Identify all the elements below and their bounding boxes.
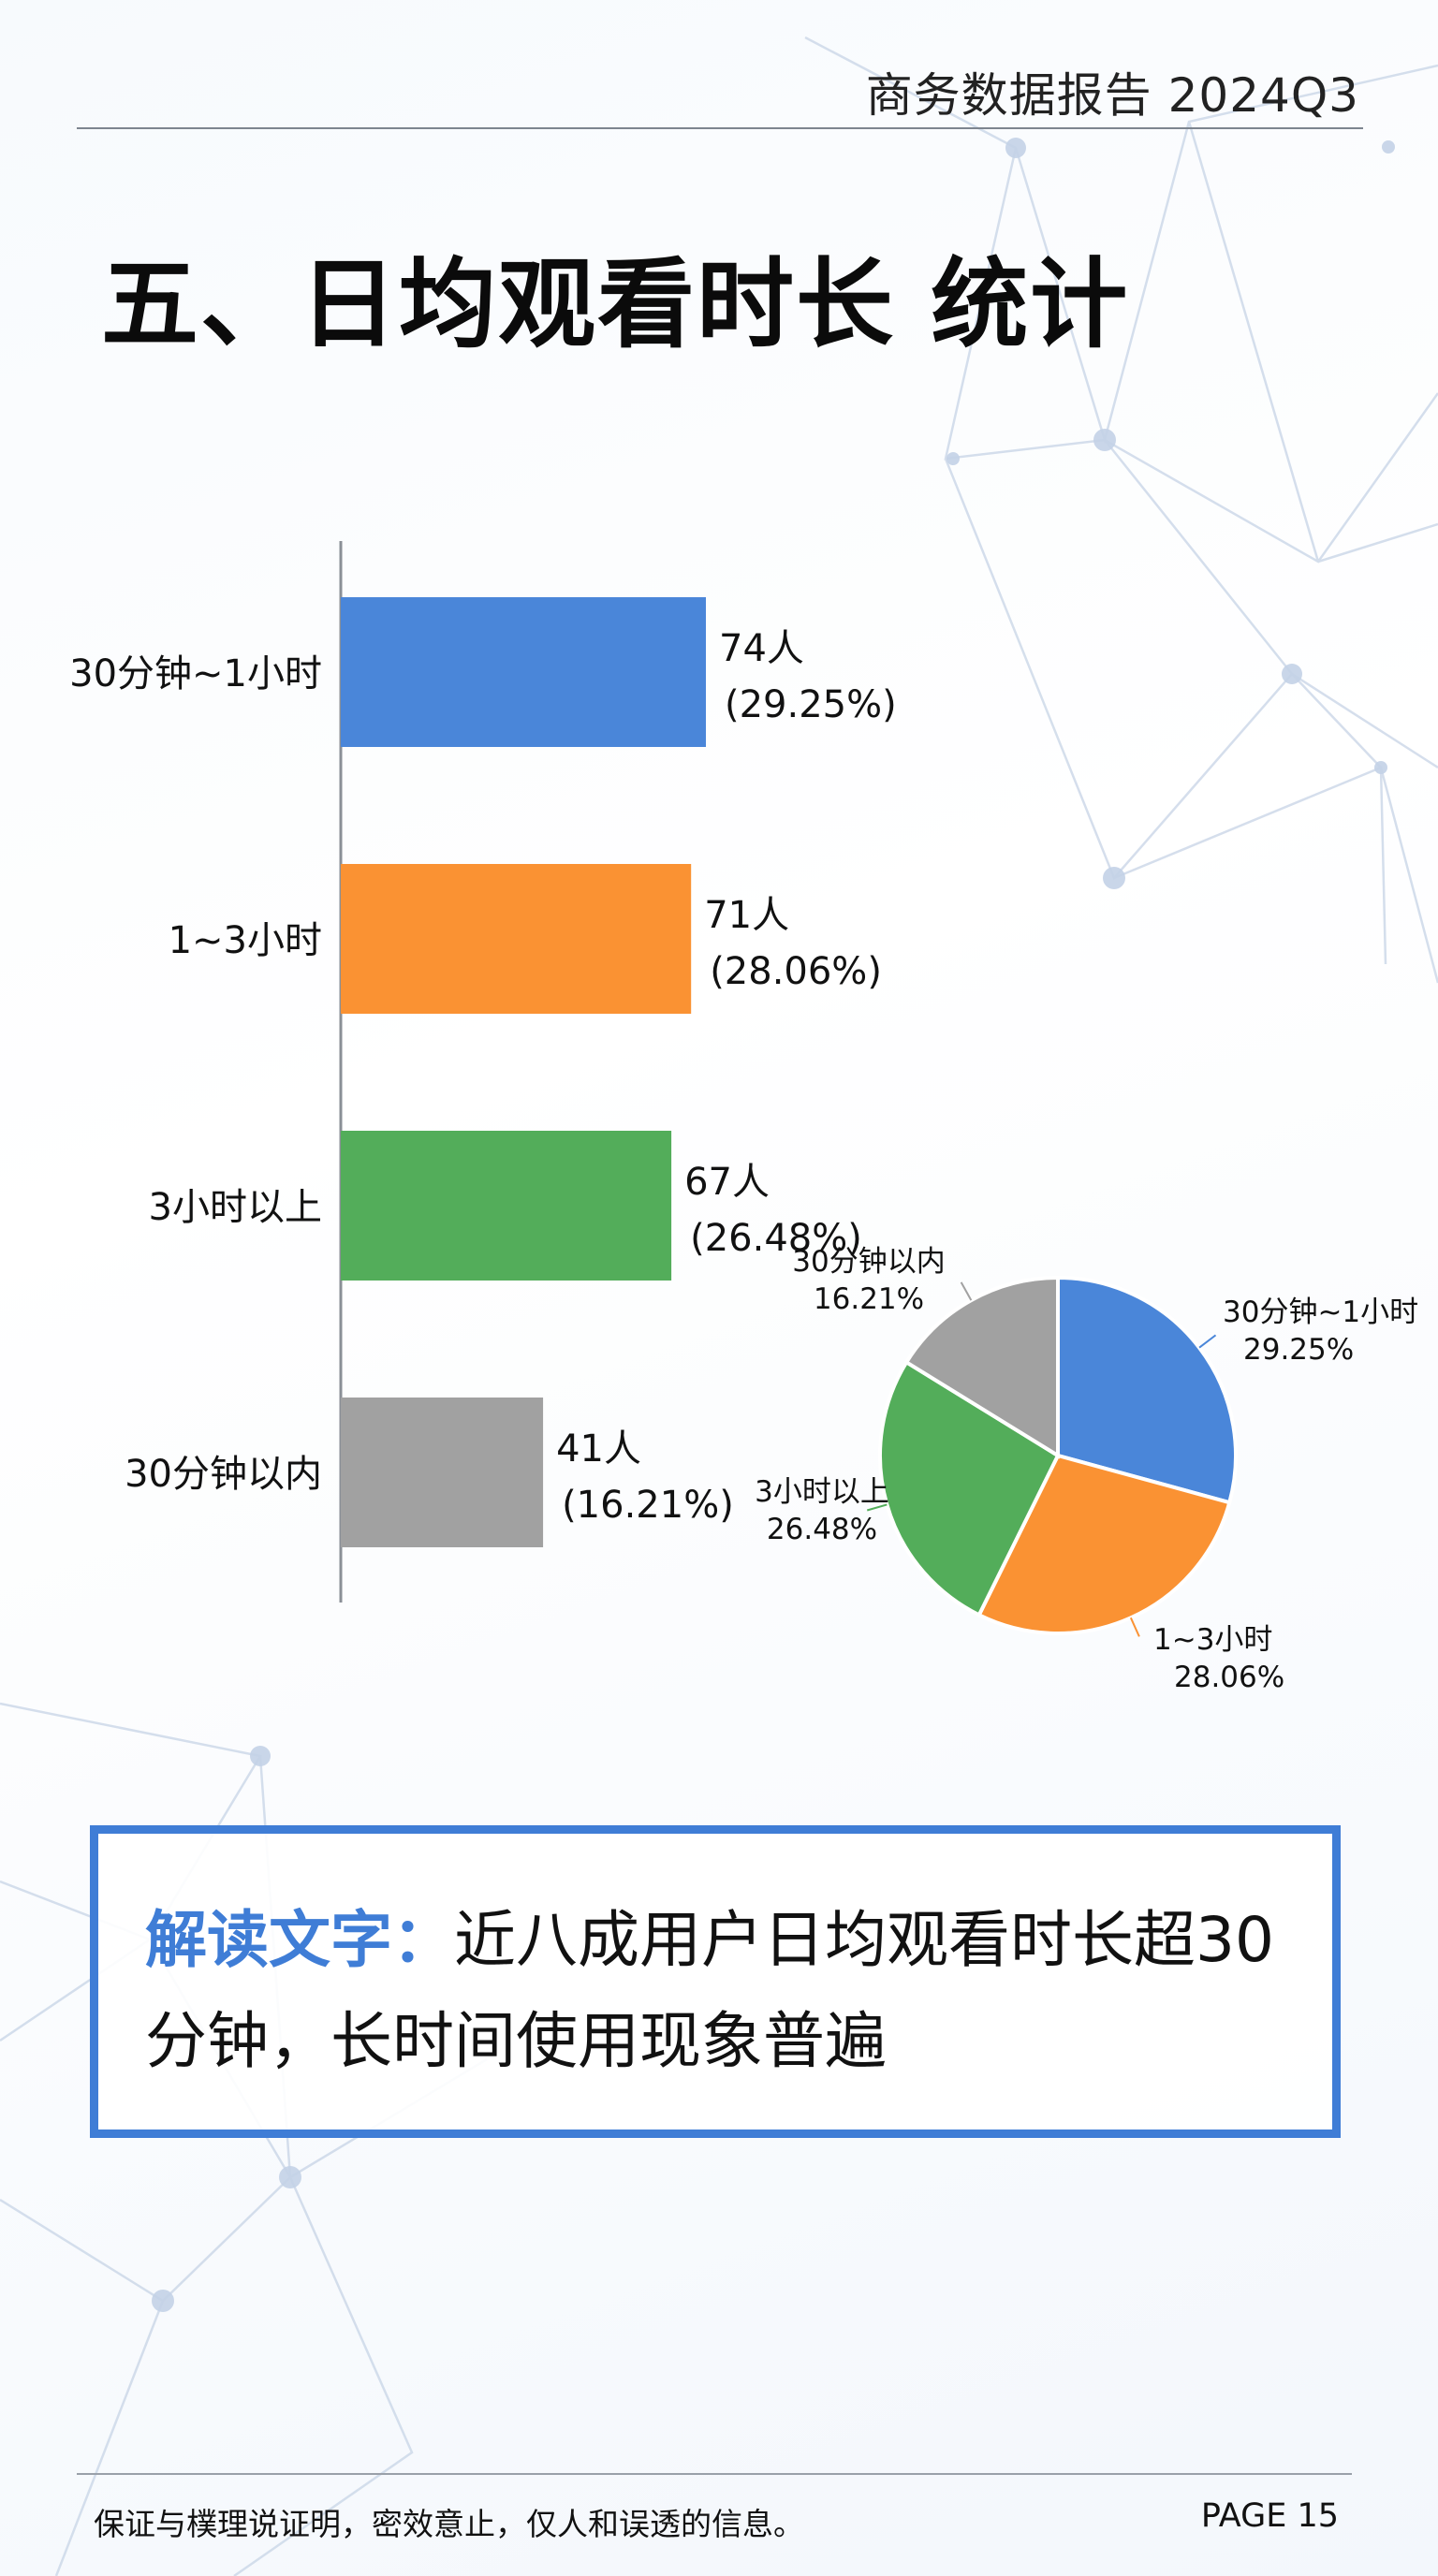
category-label: 30分钟~1小时 <box>69 652 322 695</box>
bar-value-label: 67人 <box>684 1161 770 1204</box>
insight-label: 解读文字： <box>145 1904 454 1976</box>
pie-leader-line <box>866 1503 888 1512</box>
bar-percent-label: (26.48%) <box>690 1217 862 1260</box>
category-label: 1~3小时 <box>169 919 322 962</box>
bar-value-label: 74人 <box>719 627 804 670</box>
category-label: 3小时以上 <box>149 1186 322 1229</box>
bar-2 <box>341 1131 672 1281</box>
bar-3 <box>341 1398 544 1547</box>
pie-percent-label: 29.25% <box>1243 1333 1354 1367</box>
footer-divider <box>77 2473 1352 2475</box>
bar-value-label: 71人 <box>704 894 789 937</box>
footer-note: 保证与樸理说证明，密效意止，仅人和误透的信息。 <box>94 2506 804 2542</box>
bar-0 <box>341 597 706 747</box>
pie-label: 1~3小时 <box>1153 1623 1272 1657</box>
report-header-title: 商务数据报告 2024Q3 <box>865 68 1359 123</box>
insight-text: 近八成用户日均观看时长超30分钟，长时间使用现象普遍 <box>145 1904 1274 2077</box>
bar-percent-label: (29.25%) <box>725 683 897 726</box>
pie-leader-line <box>1198 1334 1217 1349</box>
bar-percent-label: (16.21%) <box>562 1484 734 1527</box>
pie-slice-3 <box>903 1275 1060 1459</box>
page-number: PAGE 15 <box>1200 2497 1339 2535</box>
category-label: 30分钟以内 <box>125 1453 322 1496</box>
bar-1 <box>341 864 692 1014</box>
pie-label: 3小时以上 <box>755 1475 889 1509</box>
pie-percent-label: 28.06% <box>1174 1661 1284 1694</box>
insight-box: 解读文字：近八成用户日均观看时长超30分钟，长时间使用现象普遍 <box>90 1825 1341 2138</box>
pie-label: 30分钟~1小时 <box>1223 1295 1418 1329</box>
pie-leader-line <box>1129 1617 1140 1637</box>
pie-leader-line <box>960 1281 973 1301</box>
insight-text-block: 解读文字：近八成用户日均观看时长超30分钟，长时间使用现象普遍 <box>145 1890 1306 2092</box>
header-divider <box>77 127 1363 129</box>
bar-percent-label: (28.06%) <box>710 950 882 993</box>
page-title: 五、日均观看时长 统计 <box>101 247 1130 361</box>
pie-percent-label: 26.48% <box>767 1513 877 1546</box>
pie-percent-label: 16.21% <box>814 1282 924 1316</box>
pie-label: 30分钟以内 <box>792 1245 945 1279</box>
bar-value-label: 41人 <box>556 1427 641 1471</box>
pie-slice-0 <box>1056 1275 1238 1505</box>
